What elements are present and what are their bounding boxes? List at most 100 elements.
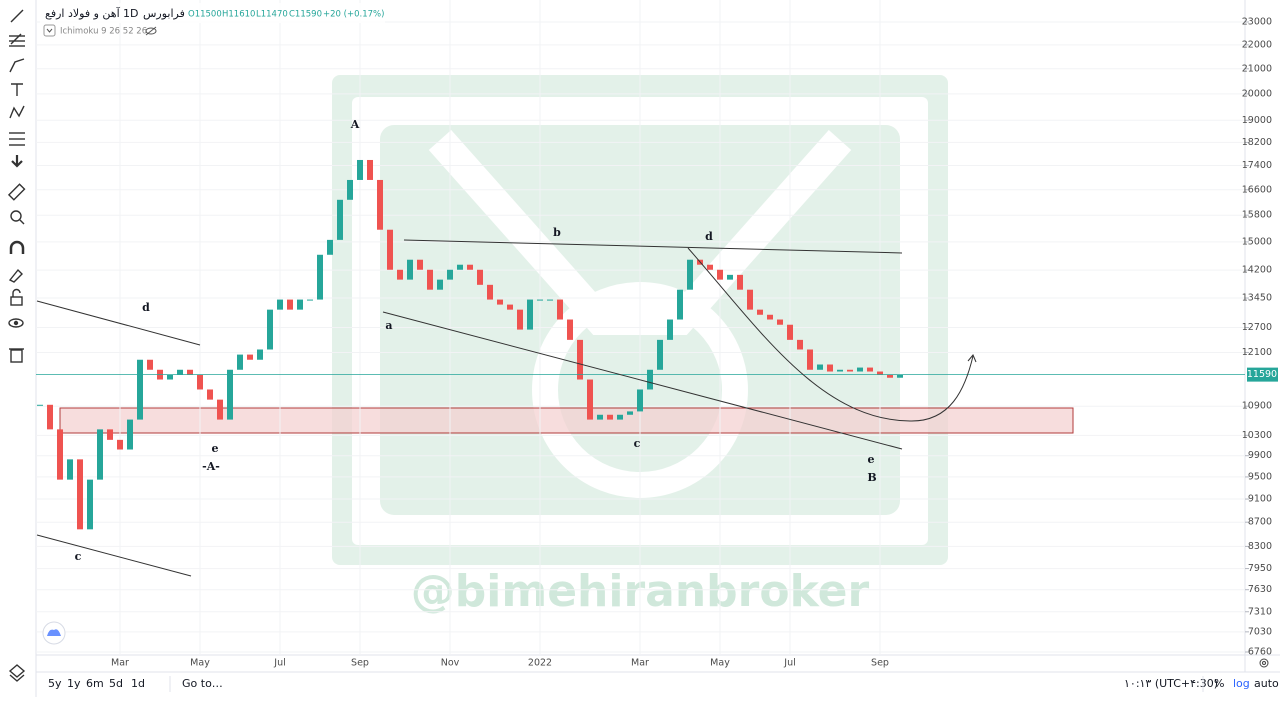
y-tick-label: 21000 — [1242, 63, 1272, 74]
x-tick-label: Sep — [871, 658, 889, 669]
candle — [117, 439, 123, 450]
tool-lock[interactable] — [10, 288, 23, 306]
collapse-icon — [46, 28, 53, 33]
ohlc-close: C11590 — [289, 10, 322, 20]
candle — [507, 304, 513, 310]
candle — [537, 299, 543, 301]
candle — [577, 339, 583, 380]
candle — [247, 354, 253, 360]
arrow-head — [967, 354, 977, 363]
tool-ruler[interactable] — [7, 183, 26, 201]
percent-button[interactable]: % — [1214, 677, 1224, 690]
candle — [767, 314, 773, 320]
candle — [737, 274, 743, 290]
interval: 1D — [123, 7, 138, 20]
wave-label: A — [350, 118, 360, 131]
drawing-toolbar — [7, 9, 26, 682]
candle — [567, 319, 573, 340]
x-tick-label: Jul — [273, 658, 285, 669]
trend-line — [36, 300, 201, 346]
y-tick-label: 12700 — [1242, 322, 1272, 333]
tool-eye[interactable] — [8, 318, 24, 328]
y-tick-label: 13450 — [1242, 293, 1272, 304]
range-button[interactable]: 1d — [131, 677, 145, 690]
drawings — [36, 239, 977, 577]
candle — [327, 239, 333, 255]
range-button[interactable]: 6m — [86, 677, 104, 690]
y-tick-label: 7310 — [1248, 606, 1272, 617]
tool-pattern[interactable] — [9, 105, 25, 119]
candle — [597, 414, 603, 420]
candle — [357, 159, 363, 180]
candle — [317, 254, 323, 300]
last-price-tag — [1247, 367, 1278, 382]
candle — [107, 429, 113, 440]
candle — [427, 269, 433, 290]
y-tick-label: 8300 — [1248, 541, 1272, 552]
range-button[interactable]: 5d — [109, 677, 123, 690]
log-button[interactable]: log — [1233, 677, 1250, 690]
candle — [177, 369, 183, 375]
tool-lock-draw[interactable] — [8, 268, 23, 283]
candle — [617, 414, 623, 420]
symbol: آهن و فولاد ارفع — [45, 6, 121, 20]
candle — [447, 269, 453, 280]
tool-magnet[interactable] — [9, 240, 25, 254]
projection-curve — [687, 247, 974, 422]
hide-icon[interactable] — [145, 26, 157, 36]
candle — [417, 259, 423, 270]
tool-trash[interactable] — [9, 348, 24, 363]
collapse-button[interactable] — [43, 24, 56, 37]
y-tick-label: 18200 — [1242, 137, 1272, 148]
candle — [747, 289, 753, 310]
wave-label: c — [634, 437, 641, 450]
range-button[interactable]: 5y — [48, 677, 62, 690]
ohlc-low: L11470 — [256, 10, 288, 20]
exchange: فرابورس — [143, 7, 185, 20]
tool-text[interactable] — [11, 83, 23, 96]
tool-layers[interactable] — [8, 664, 26, 682]
wave-label: c — [75, 550, 82, 563]
candle — [287, 299, 293, 310]
candle — [187, 369, 193, 375]
candle — [777, 319, 783, 325]
x-tick-label: Mar — [631, 658, 649, 669]
x-tick-label: Jul — [783, 658, 795, 669]
cloud-icon[interactable] — [42, 621, 66, 645]
candle — [527, 299, 533, 330]
x-tick-label: Nov — [441, 658, 460, 669]
wave-label: e — [212, 442, 219, 455]
y-tick-label: 7030 — [1248, 626, 1272, 637]
candle — [787, 324, 793, 340]
tool-arrow[interactable] — [11, 155, 23, 168]
y-tick-label: 9100 — [1248, 494, 1272, 505]
candle — [77, 459, 83, 530]
settings-icon[interactable] — [1259, 658, 1269, 668]
tool-path[interactable] — [9, 58, 25, 73]
candle — [797, 339, 803, 350]
candle — [757, 309, 763, 315]
candle — [457, 264, 463, 270]
y-tick-label: 6760 — [1248, 647, 1272, 658]
x-tick-label: May — [710, 658, 730, 669]
candle — [217, 399, 223, 420]
candle — [197, 374, 203, 390]
ohlc-high: H11610 — [222, 10, 255, 20]
candle — [627, 411, 633, 415]
candle — [817, 364, 823, 370]
candle — [807, 349, 813, 370]
range-button[interactable]: 1y — [67, 677, 81, 690]
tool-zoom[interactable] — [10, 210, 25, 225]
candle — [127, 419, 133, 450]
auto-button[interactable]: auto — [1254, 677, 1279, 690]
goto-button[interactable]: Go to… — [182, 677, 223, 690]
candle — [467, 264, 473, 270]
y-tick-label: 14200 — [1242, 265, 1272, 276]
candle — [407, 259, 413, 280]
tool-prediction[interactable] — [9, 132, 25, 146]
tool-line[interactable] — [10, 9, 24, 23]
candle — [347, 179, 353, 200]
tool-fib[interactable] — [9, 33, 25, 47]
candle — [677, 289, 683, 320]
